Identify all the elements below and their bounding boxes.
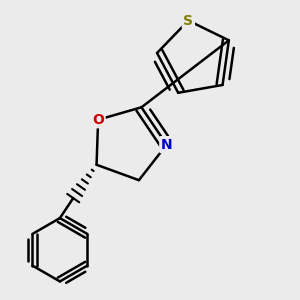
Text: N: N <box>161 138 172 152</box>
Text: S: S <box>183 14 193 28</box>
Text: O: O <box>92 113 104 127</box>
